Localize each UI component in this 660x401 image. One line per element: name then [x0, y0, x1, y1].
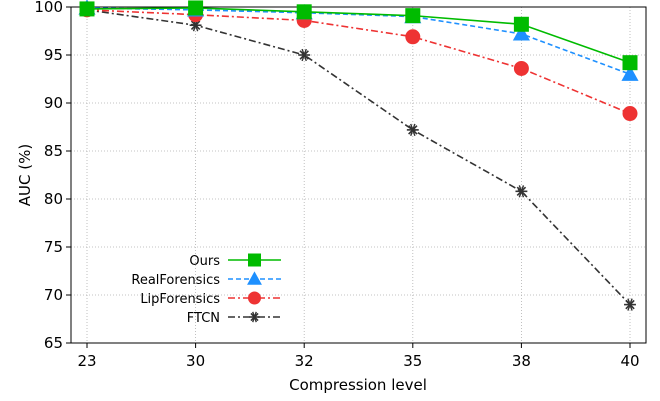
data-point-ours [296, 4, 312, 20]
legend-entry-lipforensics: LipForensics [140, 291, 281, 307]
data-point-realforensics [512, 25, 530, 41]
legend-label: RealForensics [131, 273, 220, 288]
legend-marker [248, 291, 261, 305]
legend-marker [249, 311, 260, 323]
legend-entry-realforensics: RealForensics [131, 271, 281, 288]
y-tick-label: 75 [44, 238, 63, 256]
series-line-ftcn [86, 9, 631, 306]
marker-stroke [301, 48, 307, 62]
marker-stroke [518, 185, 525, 198]
y-tick-label: 65 [44, 334, 63, 352]
legend-entry-ours: Ours [189, 253, 281, 269]
plot-frame [70, 6, 647, 344]
y-axis-title: AUC (%) [16, 144, 34, 206]
legend-label: LipForensics [140, 292, 220, 307]
marker-stroke [627, 298, 633, 311]
series-line-ours [86, 7, 631, 64]
data-point-ftcn [406, 123, 419, 137]
legend-marker [248, 253, 261, 267]
y-tick-label: 80 [44, 190, 63, 208]
data-point-lipforensics [513, 60, 529, 76]
x-axis-title: Compression level [289, 376, 427, 394]
y-tick-label: 90 [44, 94, 63, 112]
y-tick-label: 70 [44, 286, 63, 304]
y-tick-label: 85 [44, 142, 63, 160]
x-tick-label: 23 [77, 352, 96, 370]
legend-label: FTCN [187, 311, 220, 326]
series-ftcn [81, 3, 636, 311]
data-point-ours [79, 1, 95, 17]
legend-entry-ftcn: FTCN [187, 311, 281, 326]
series-group [78, 0, 639, 311]
y-tick-label: 100 [34, 0, 63, 16]
data-point-ftcn [624, 298, 636, 311]
legend: Ours RealForensics LipForensics FTCN [131, 253, 281, 326]
data-point-lipforensics [622, 106, 638, 122]
legend-label: Ours [189, 254, 220, 269]
x-tick-label: 38 [512, 352, 531, 370]
grid [71, 6, 646, 344]
data-point-lipforensics [405, 29, 421, 45]
series-line-realforensics [86, 7, 631, 75]
x-tick-label: 40 [620, 352, 639, 370]
data-point-ours [405, 8, 421, 24]
x-tick-label: 35 [403, 352, 422, 370]
series-line-lipforensics [86, 9, 631, 115]
data-point-ours [622, 55, 638, 71]
data-point-ftcn [298, 48, 311, 62]
legend-marker [247, 271, 262, 285]
series-ours [79, 0, 638, 71]
axes: 23 30 32 35 38 40 65 70 75 80 85 90 95 100 [34, 0, 647, 370]
data-point-realforensics [621, 65, 639, 81]
data-point-ours [513, 16, 529, 32]
x-tick-label: 32 [295, 352, 314, 370]
marker-stroke [252, 311, 257, 323]
series-realforensics [78, 0, 639, 81]
y-tick-label: 95 [44, 46, 63, 64]
x-tick-label: 30 [186, 352, 205, 370]
data-point-ftcn [515, 185, 528, 198]
data-point-ours [188, 0, 204, 16]
marker-stroke [410, 123, 416, 137]
